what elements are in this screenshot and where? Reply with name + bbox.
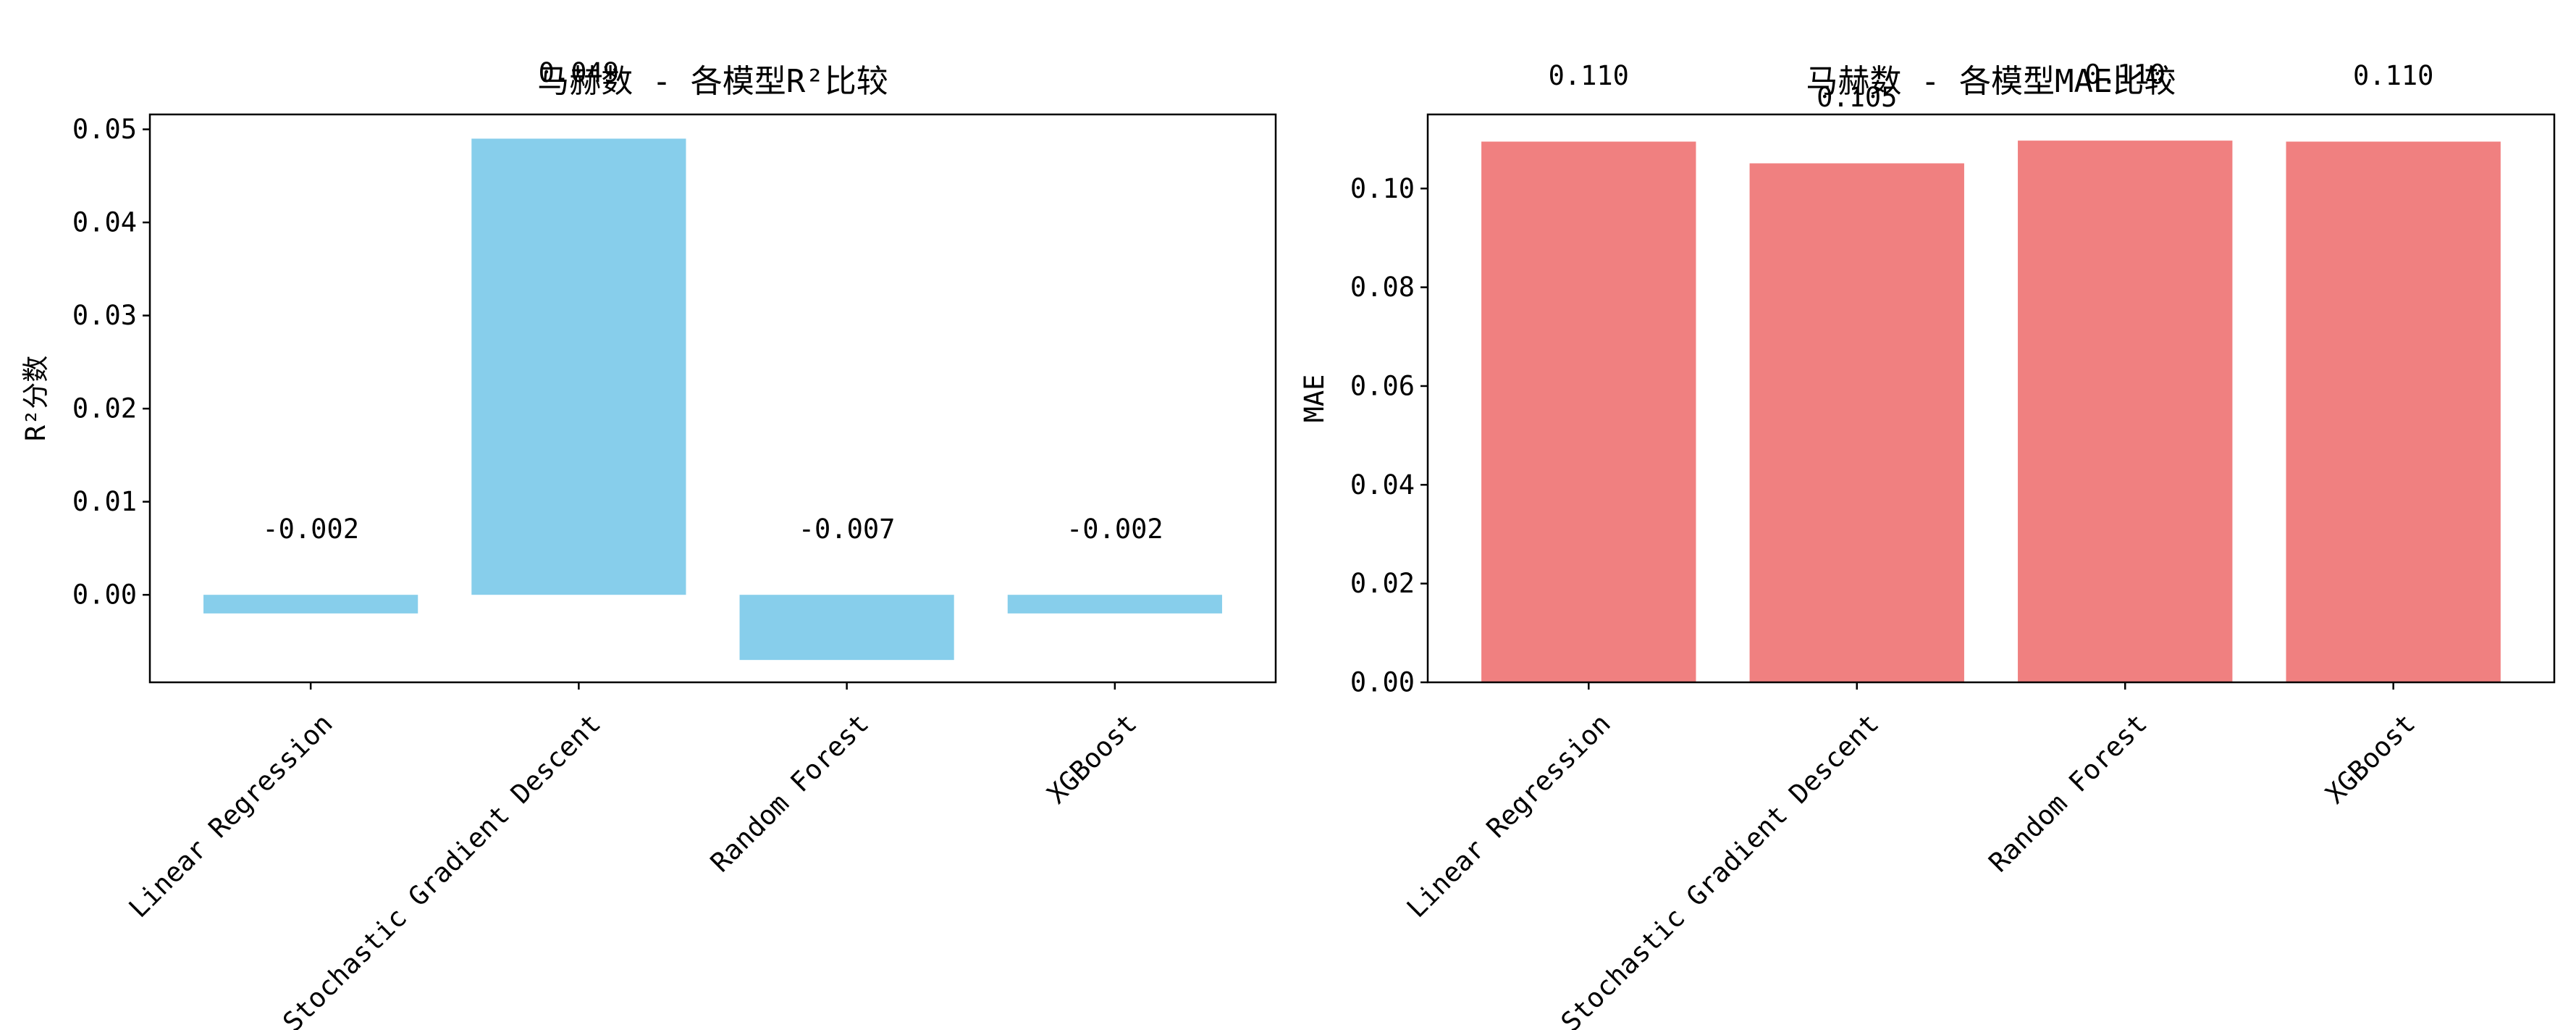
mae-ytick-label: 0.08 bbox=[1350, 272, 1415, 303]
r2-ytick-label: 0.05 bbox=[72, 114, 137, 145]
mae-chart-title: 马赫数 - 各模型MAE比较 bbox=[1806, 63, 2176, 100]
r2-xtick-label: XGBoost bbox=[1041, 708, 1143, 810]
mae-ytick-label: 0.04 bbox=[1350, 469, 1415, 501]
r2-chart-title: 马赫数 - 各模型R²比较 bbox=[537, 63, 888, 100]
mae-comparison-chart: 0.00 0.02 0.04 0.06 0.08 0.10 Linear Regressio… bbox=[1299, 59, 2556, 1030]
r2-axes-frame bbox=[148, 113, 1277, 684]
mae-xtick-label: Random Forest bbox=[1983, 708, 2153, 878]
mae-bar-0 bbox=[1481, 141, 1696, 682]
mae-y-axis-label: MAE bbox=[1299, 374, 1330, 423]
r2-ytick-label: 0.01 bbox=[72, 486, 137, 517]
r2-value-label-2: -0.007 bbox=[799, 514, 896, 545]
mae-value-label-2: 0.110 bbox=[2085, 59, 2165, 91]
mae-xtick-label: Stochastic Gradient Descent bbox=[1555, 708, 1885, 1030]
r2-xtick-label: Random Forest bbox=[704, 708, 875, 878]
r2-y-axis-label: R²分数 bbox=[20, 356, 51, 442]
r2-comparison-chart: 0.00 0.01 0.02 0.03 0.04 0.05 Linear Regressio… bbox=[20, 57, 1277, 1030]
mae-ytick-label: 0.06 bbox=[1350, 370, 1415, 401]
mae-bar-2 bbox=[2018, 141, 2233, 682]
r2-value-label-0: -0.002 bbox=[262, 514, 359, 545]
r2-value-label-3: -0.002 bbox=[1066, 514, 1163, 545]
r2-ytick-label: 0.03 bbox=[72, 300, 137, 331]
r2-xtick-label: Linear Regression bbox=[123, 708, 339, 924]
r2-ytick-label: 0.04 bbox=[72, 207, 137, 238]
r2-xtick-label: Stochastic Gradient Descent bbox=[277, 708, 607, 1030]
r2-bar-0 bbox=[203, 595, 418, 614]
mae-xtick-label: XGBoost bbox=[2320, 708, 2422, 810]
mae-axes-frame bbox=[1426, 113, 2556, 684]
mae-value-label-0: 0.110 bbox=[1549, 60, 1629, 91]
r2-ytick-label: 0.02 bbox=[72, 393, 137, 424]
r2-bar-1 bbox=[471, 138, 686, 595]
r2-value-label-1: 0.049 bbox=[539, 57, 619, 88]
mae-xtick-label: Linear Regression bbox=[1401, 708, 1617, 924]
r2-bar-3 bbox=[1007, 595, 1222, 614]
mae-value-label-1: 0.105 bbox=[1817, 82, 1897, 113]
mae-ytick-label: 0.10 bbox=[1350, 173, 1415, 204]
mae-bar-1 bbox=[1749, 163, 1964, 682]
mae-ytick-label: 0.00 bbox=[1350, 667, 1415, 698]
r2-ytick-label: 0.00 bbox=[72, 579, 137, 611]
mae-ytick-label: 0.02 bbox=[1350, 568, 1415, 599]
mae-value-label-3: 0.110 bbox=[2353, 60, 2433, 91]
r2-bar-2 bbox=[739, 595, 954, 661]
mae-bar-3 bbox=[2286, 141, 2501, 682]
